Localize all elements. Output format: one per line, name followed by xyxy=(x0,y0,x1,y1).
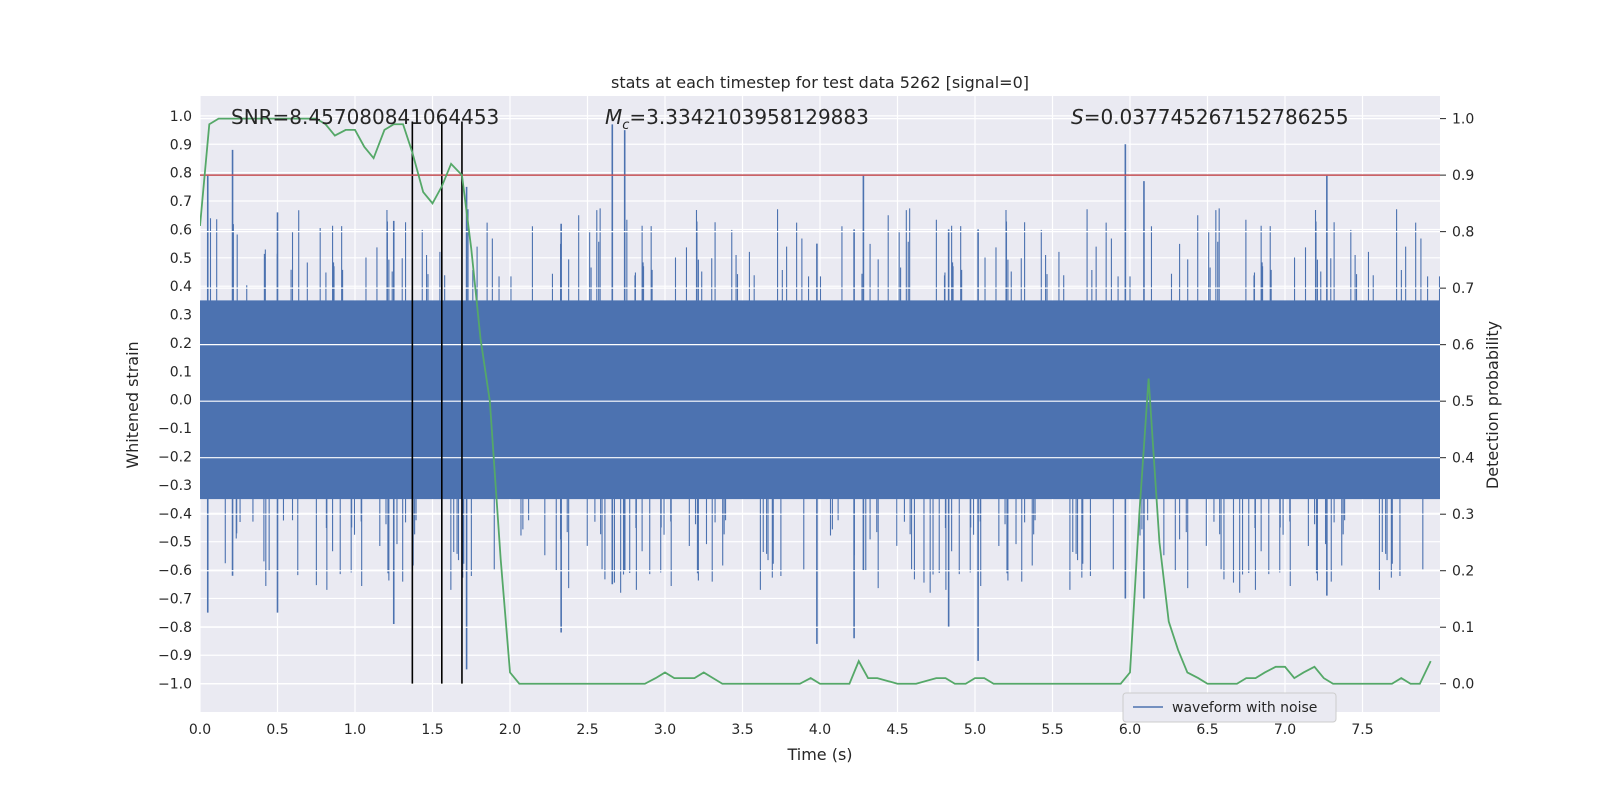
y-tick-label-left: 0.5 xyxy=(170,251,192,267)
legend-label: waveform with noise xyxy=(1172,700,1317,716)
ticks-layer: 0.0 0.5 1.0 1.5 2.0 2.5 3.0 3.5 4.0 4.5 5.0 5.5 6.0 6… xyxy=(158,109,1474,738)
s-symbol: S xyxy=(1071,105,1084,129)
y-tick-label-left: 0.4 xyxy=(170,279,192,295)
legend: waveform with noise xyxy=(1122,692,1337,723)
y-tick-label-left: −0.2 xyxy=(158,450,192,466)
y-tick-label-right: 0.0 xyxy=(1452,677,1474,693)
x-tick-label: 7.0 xyxy=(1274,722,1296,738)
y-tick-label-left: 0.0 xyxy=(170,393,192,409)
x-tick-label: 0.0 xyxy=(189,722,211,738)
y-tick-label-right: 0.7 xyxy=(1452,281,1474,297)
y-axis-label-right: Detection probability xyxy=(1483,321,1502,489)
y-tick-label-right: 0.4 xyxy=(1452,451,1474,467)
y-tick-label-right: 0.5 xyxy=(1452,394,1474,410)
y-tick-label-left: 0.1 xyxy=(170,364,192,380)
y-tick-label-left: 0.3 xyxy=(170,308,192,324)
x-tick-label: 2.5 xyxy=(576,722,598,738)
y-tick-label-right: 0.2 xyxy=(1452,564,1474,580)
mc-subscript: c xyxy=(622,118,629,133)
x-tick-label: 1.5 xyxy=(421,722,443,738)
y-tick-label-left: 0.9 xyxy=(170,137,192,153)
y-tick-label-right: 0.3 xyxy=(1452,507,1474,523)
waveform-layer xyxy=(200,124,1440,670)
x-tick-label: 0.5 xyxy=(266,722,288,738)
y-tick-label-left: 1.0 xyxy=(170,109,192,125)
y-tick-label-right: 1.0 xyxy=(1452,112,1474,128)
snr-annotation: SNR=8.457080841064453 xyxy=(231,105,499,129)
y-tick-label-left: −0.7 xyxy=(158,591,192,607)
y-tick-label-left: 0.2 xyxy=(170,336,192,352)
x-tick-label: 4.5 xyxy=(886,722,908,738)
x-tick-label: 5.0 xyxy=(964,722,986,738)
y-tick-label-right: 0.1 xyxy=(1452,620,1474,636)
y-tick-label-left: −0.3 xyxy=(158,478,192,494)
x-tick-label: 1.0 xyxy=(344,722,366,738)
y-tick-label-right: 0.6 xyxy=(1452,338,1474,354)
y-tick-label-left: −0.1 xyxy=(158,421,192,437)
y-tick-label-right: 0.8 xyxy=(1452,225,1474,241)
x-tick-label: 7.5 xyxy=(1351,722,1373,738)
x-tick-label: 6.5 xyxy=(1196,722,1218,738)
legend-box xyxy=(1122,692,1337,723)
x-tick-label: 3.0 xyxy=(654,722,676,738)
x-tick-label: 6.0 xyxy=(1119,722,1141,738)
y-tick-label-left: −0.8 xyxy=(158,620,192,636)
s-annotation: S=0.037745267152786255 xyxy=(1071,105,1349,129)
y-tick-label-left: 0.6 xyxy=(170,222,192,238)
prob-layer xyxy=(200,117,1440,685)
probability-line xyxy=(200,117,1432,685)
x-tick-label: 3.5 xyxy=(731,722,753,738)
chart-title: stats at each timestep for test data 526… xyxy=(611,73,1029,92)
y-tick-label-left: 0.7 xyxy=(170,194,192,210)
y-tick-label-left: −1.0 xyxy=(158,677,192,693)
x-axis-label: Time (s) xyxy=(786,745,852,764)
mc-symbol: M xyxy=(605,105,622,129)
y-axis-label-left: Whitened strain xyxy=(123,341,142,468)
markers-layer xyxy=(411,121,463,684)
y-tick-label-left: −0.5 xyxy=(158,535,192,551)
y-tick-label-left: −0.6 xyxy=(158,563,192,579)
mc-value: =3.3342103958129883 xyxy=(629,105,868,129)
waveform-core xyxy=(200,300,1440,500)
x-tick-label: 2.0 xyxy=(499,722,521,738)
s-value: =0.037745267152786255 xyxy=(1084,105,1349,129)
y-tick-label-left: 0.8 xyxy=(170,166,192,182)
chirp-mass-annotation: Mc=3.3342103958129883 xyxy=(605,105,869,133)
x-tick-label: 4.0 xyxy=(809,722,831,738)
y-tick-label-right: 0.9 xyxy=(1452,168,1474,184)
y-tick-label-left: −0.9 xyxy=(158,648,192,664)
x-tick-label: 5.5 xyxy=(1041,722,1063,738)
y-tick-label-left: −0.4 xyxy=(158,506,192,522)
